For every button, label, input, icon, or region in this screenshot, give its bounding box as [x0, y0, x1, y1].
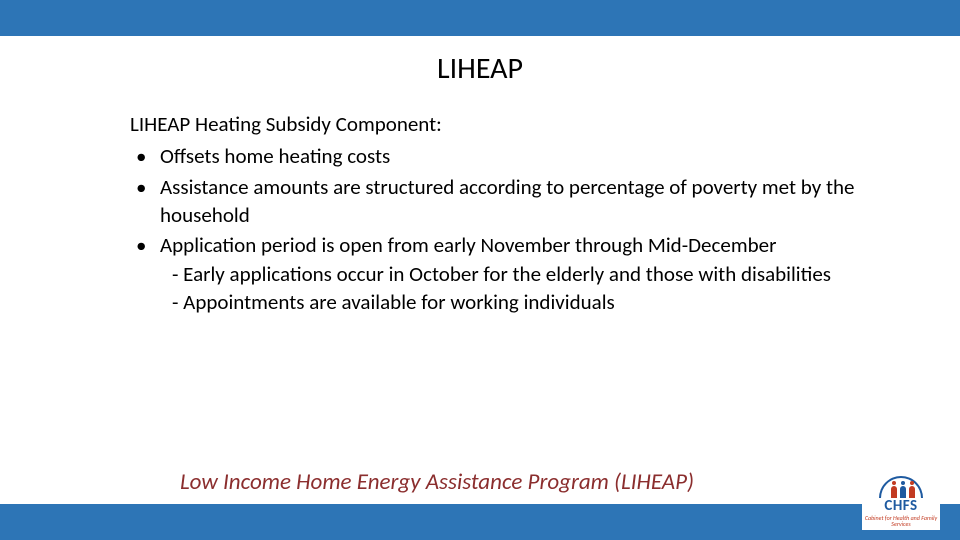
- bullet-subtext: - Appointments are available for working…: [160, 288, 870, 316]
- slide-body: LIHEAP Heating Subsidy Component: Offset…: [130, 110, 870, 318]
- bullet-subtext: - Early applications occur in October fo…: [160, 260, 870, 288]
- logo-graphic: [862, 476, 940, 496]
- bullet-list: Offsets home heating costs Assistance am…: [130, 142, 870, 316]
- top-accent-bar: [0, 0, 960, 36]
- chfs-logo: CHFS Cabinet for Health and Family Servi…: [862, 474, 940, 530]
- bullet-text: Offsets home heating costs: [160, 143, 390, 169]
- bullet-item: Application period is open from early No…: [130, 231, 870, 316]
- body-subtitle: LIHEAP Heating Subsidy Component:: [130, 110, 870, 138]
- bottom-accent-bar: [0, 504, 960, 540]
- bullet-item: Offsets home heating costs: [130, 142, 870, 170]
- logo-tagline: Cabinet for Health and Family Services: [862, 515, 940, 528]
- bullet-text: Application period is open from early No…: [160, 232, 776, 258]
- logo-brand-text: CHFS: [862, 498, 940, 515]
- footer-program-title: Low Income Home Energy Assistance Progra…: [180, 468, 694, 496]
- bullet-text: Assistance amounts are structured accord…: [160, 174, 855, 228]
- bullet-item: Assistance amounts are structured accord…: [130, 173, 870, 230]
- slide-title: LIHEAP: [0, 50, 960, 87]
